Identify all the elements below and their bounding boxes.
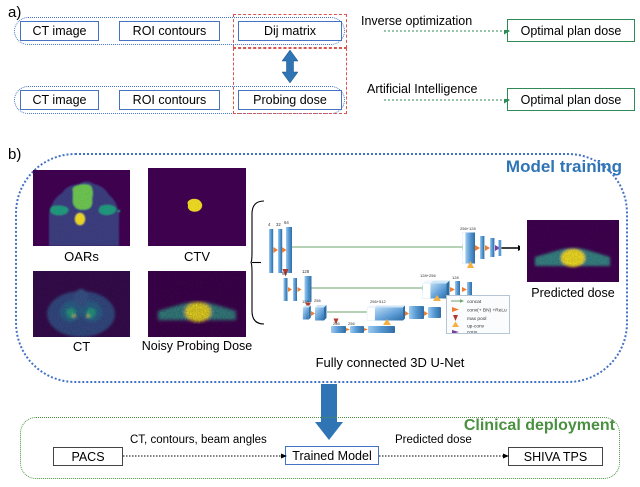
svg-text:128: 128 — [302, 269, 310, 274]
svg-text:256+128: 256+128 — [460, 226, 476, 231]
svg-text:64: 64 — [284, 220, 289, 225]
svg-text:128+256: 128+256 — [420, 273, 436, 278]
svg-text:256: 256 — [333, 321, 340, 326]
svg-text:128: 128 — [452, 275, 459, 280]
svg-text:32: 32 — [276, 222, 281, 227]
svg-text:256: 256 — [348, 321, 355, 326]
svg-text:256+512: 256+512 — [370, 299, 386, 304]
svg-text:up-conv: up-conv — [467, 324, 485, 329]
svg-text:max pool: max pool — [467, 316, 486, 322]
svg-text:4: 4 — [268, 222, 271, 227]
svg-text:concat: concat — [467, 299, 482, 305]
svg-text:conv: conv — [467, 331, 478, 334]
svg-text:256: 256 — [314, 298, 321, 303]
svg-text:128: 128 — [302, 299, 309, 304]
svg-text:conv(+ BN) +ReLu: conv(+ BN) +ReLu — [467, 307, 507, 313]
svg-text:64: 64 — [282, 271, 287, 276]
